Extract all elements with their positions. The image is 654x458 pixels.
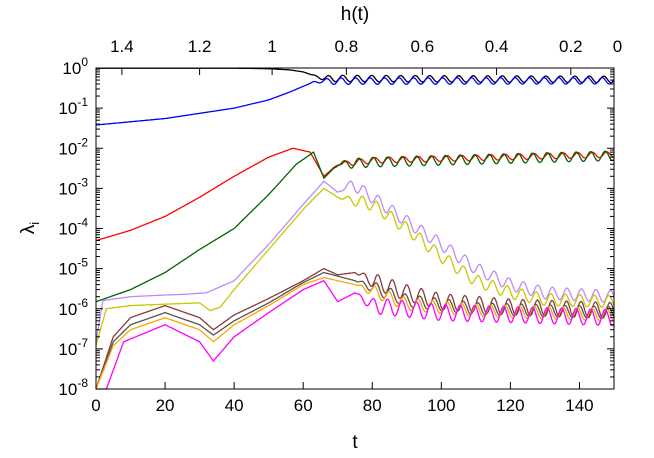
x2-tick-label: 0.8 — [335, 37, 359, 56]
x-tick-label: 100 — [427, 396, 455, 415]
x2-tick-label: 0.4 — [485, 37, 509, 56]
series-line-10 — [96, 279, 615, 390]
y-tick-label: 100 — [62, 55, 88, 78]
x-tick-label: 0 — [91, 396, 100, 415]
top-axis-title: h(t) — [341, 4, 370, 25]
y-tick-label: 10-2 — [58, 135, 88, 158]
y-axis-title: λi — [18, 222, 42, 235]
x2-tick-label: 1.4 — [110, 37, 134, 56]
x2-tick-label: 1 — [267, 37, 276, 56]
series-line-6 — [95, 187, 615, 346]
series-line-5 — [95, 180, 615, 342]
x2-tick-label: 0 — [613, 37, 622, 56]
y-tick-label: 10-7 — [58, 336, 88, 359]
plot-frame — [95, 67, 615, 390]
x-tick-label: 40 — [225, 396, 244, 415]
series-layer — [95, 67, 615, 390]
y-tick-label: 10-1 — [58, 95, 88, 118]
svg-text:λi: λi — [18, 222, 42, 235]
series-line-8 — [95, 271, 615, 390]
y-tick-label: 10-4 — [58, 216, 88, 239]
y-tick-label: 10-3 — [58, 175, 88, 198]
series-line-7 — [95, 267, 615, 390]
y-tick-label: 10-8 — [58, 376, 88, 399]
y-axis-title-subscript: i — [27, 222, 42, 225]
x-tick-label: 60 — [294, 396, 313, 415]
x-tick-label: 120 — [496, 396, 524, 415]
series-line-1 — [96, 67, 615, 84]
y-tick-label: 10-6 — [58, 296, 88, 319]
x-tick-label: 20 — [156, 396, 175, 415]
y-tick-label: 10-5 — [58, 256, 88, 279]
x-tick-label: 140 — [565, 396, 593, 415]
x-axis-title: t — [352, 432, 358, 453]
y-axis-title-main: λ — [18, 224, 39, 234]
x2-tick-label: 1.2 — [188, 37, 212, 56]
x2-tick-label: 0.2 — [559, 37, 583, 56]
x-tick-label: 80 — [363, 396, 382, 415]
x2-tick-label: 0.6 — [411, 37, 435, 56]
series-line-4 — [95, 150, 615, 303]
series-line-2 — [95, 76, 615, 126]
